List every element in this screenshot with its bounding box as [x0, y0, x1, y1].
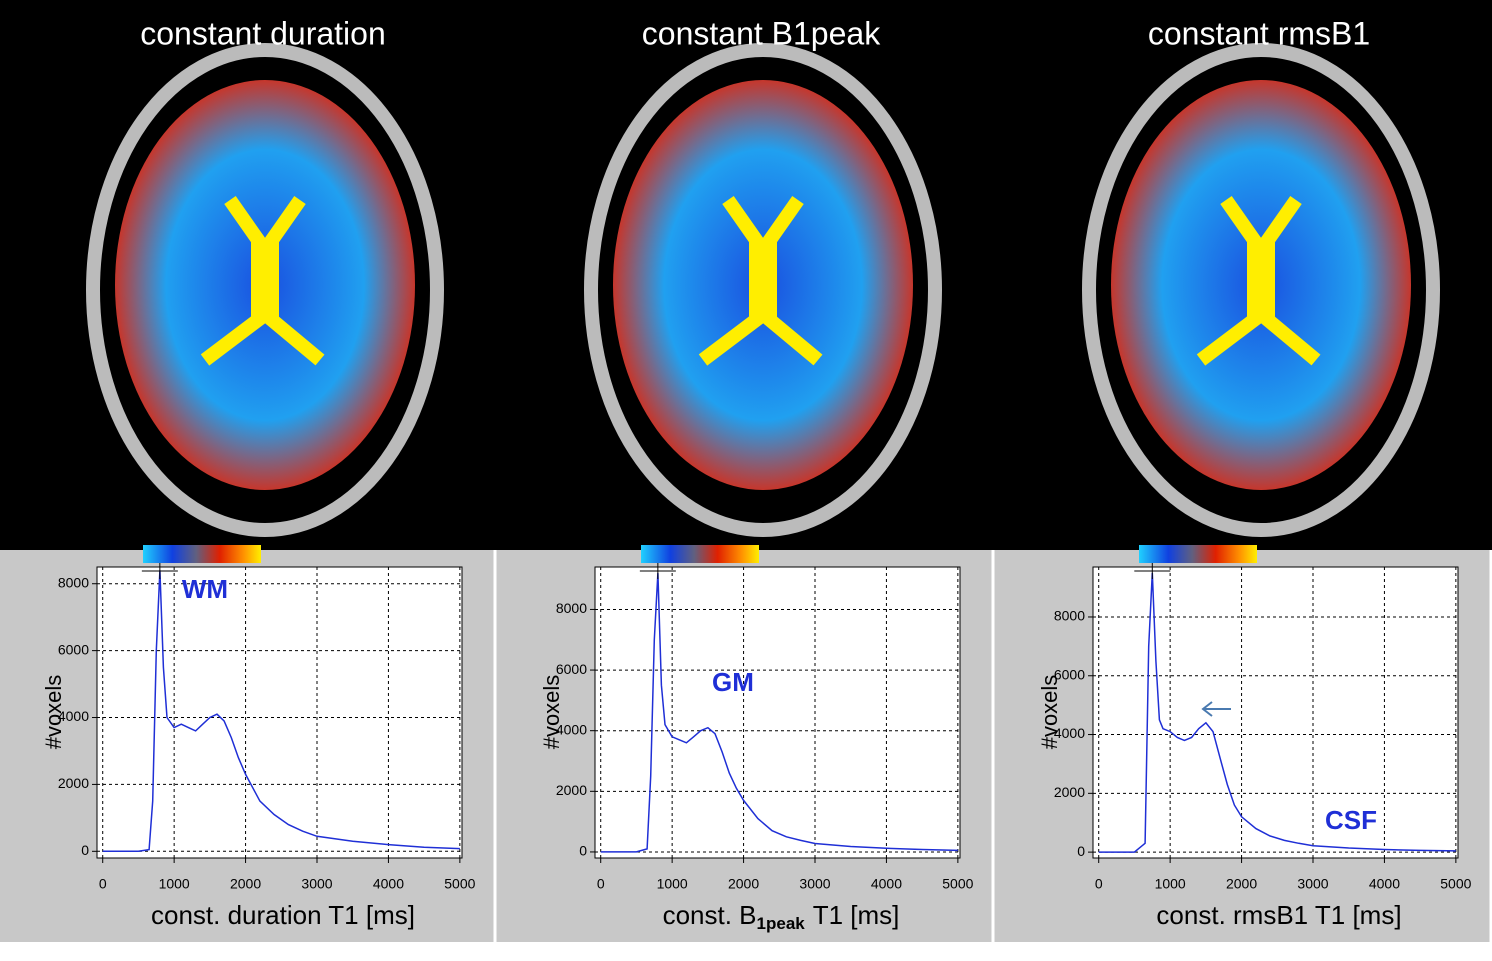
- y-tick-label: 4000: [58, 708, 89, 724]
- colorbar: [1139, 545, 1257, 563]
- x-tick-label: 2000: [1226, 876, 1257, 892]
- skull: [584, 43, 942, 537]
- y-tick-label: 4000: [1054, 725, 1085, 741]
- y-tick-label: 2000: [556, 782, 587, 798]
- y-tick-label: 8000: [1054, 608, 1085, 624]
- plot-frame: [594, 566, 961, 859]
- x-tick-label: 3000: [799, 876, 830, 892]
- x-tick-label: 0: [597, 876, 605, 892]
- x-axis-label: const. rmsB1 T1 [ms]: [1156, 900, 1401, 930]
- y-tick-label: 0: [579, 843, 587, 859]
- y-tick-label: 6000: [1054, 666, 1085, 682]
- x-tick-label: 5000: [1440, 876, 1471, 892]
- y-tick-label: 0: [81, 842, 89, 858]
- y-tick-label: 2000: [58, 775, 89, 791]
- x-tick-label: 2000: [230, 876, 261, 892]
- histogram-line: [102, 570, 460, 853]
- annotation: WM: [182, 574, 228, 604]
- x-tick-label: 1000: [159, 876, 190, 892]
- arrow: [1201, 701, 1231, 717]
- plot-area: [595, 567, 960, 858]
- y-axis-label: #voxels: [1037, 675, 1062, 750]
- y-tick-label: 2000: [1054, 784, 1085, 800]
- y-axis-label: #voxels: [41, 675, 66, 750]
- x-axis-label: const. duration T1 [ms]: [151, 900, 415, 930]
- histogram-line: [1098, 572, 1456, 853]
- y-tick-label: 0: [1077, 843, 1085, 859]
- x-tick-label: 2000: [728, 876, 759, 892]
- x-tick-label: 4000: [1369, 876, 1400, 892]
- panel-title: constant rmsB1: [1148, 15, 1370, 51]
- panel-title: constant B1peak: [642, 15, 881, 51]
- ventricles: [200, 195, 325, 366]
- histogram-line: [600, 573, 958, 853]
- x-tick-label: 4000: [871, 876, 902, 892]
- x-tick-label: 5000: [444, 876, 475, 892]
- y-tick-label: 4000: [556, 721, 587, 737]
- x-tick-label: 3000: [301, 876, 332, 892]
- x-tick-label: 5000: [942, 876, 973, 892]
- colorbar: [143, 545, 261, 563]
- colorbar: [641, 545, 759, 563]
- x-tick-label: 3000: [1297, 876, 1328, 892]
- y-tick-label: 8000: [58, 574, 89, 590]
- y-axis-label: #voxels: [539, 675, 564, 750]
- panel-title: constant duration: [140, 15, 386, 51]
- x-tick-label: 1000: [1155, 876, 1186, 892]
- plot-frame: [96, 566, 463, 859]
- y-tick-label: 8000: [556, 600, 587, 616]
- x-tick-label: 0: [99, 876, 107, 892]
- y-tick-label: 6000: [556, 661, 587, 677]
- skull: [86, 43, 444, 537]
- x-tick-label: 1000: [657, 876, 688, 892]
- ventricles: [698, 195, 823, 366]
- x-tick-label: 0: [1095, 876, 1103, 892]
- x-axis-label-main: const. B: [663, 900, 757, 930]
- annotation: CSF: [1325, 805, 1377, 835]
- x-axis-label: const. B1peak T1 [ms]: [663, 900, 900, 934]
- plot-frame: [1092, 566, 1459, 859]
- x-axis-label-unit: T1 [ms]: [813, 900, 900, 930]
- ventricles: [1196, 195, 1321, 366]
- y-tick-label: 6000: [58, 641, 89, 657]
- x-axis-label-subscript: 1peak: [757, 914, 806, 933]
- x-tick-label: 4000: [373, 876, 404, 892]
- annotation: GM: [712, 667, 754, 697]
- skull: [1082, 43, 1440, 537]
